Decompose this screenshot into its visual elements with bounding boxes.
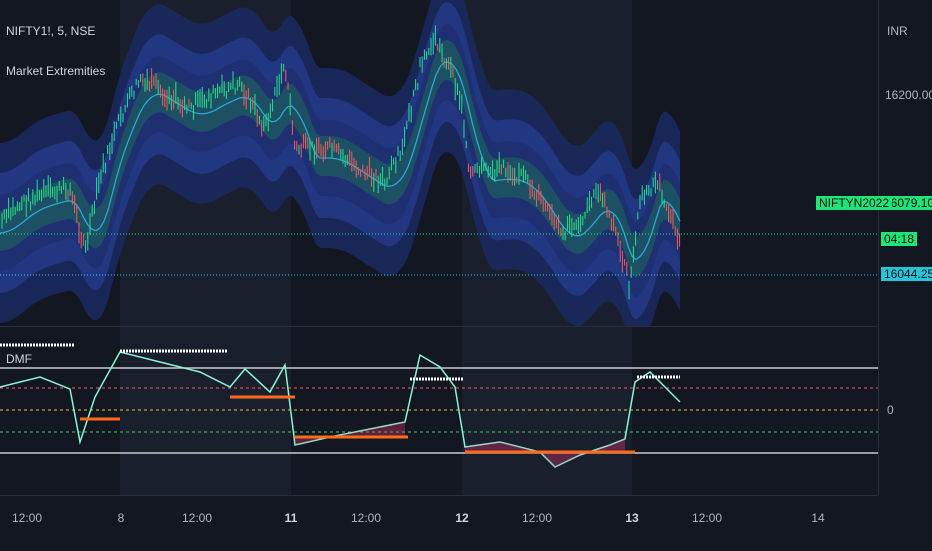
- indicator-legend[interactable]: Market Extremities: [6, 64, 106, 78]
- symbol-name-tag: NIFTYN2022: [816, 196, 893, 210]
- session-shade: [120, 327, 291, 495]
- time-tick: 13: [625, 511, 639, 525]
- time-tick: 12:00: [691, 511, 723, 525]
- dmf-zero-tick: 0: [887, 403, 894, 417]
- currency-label: INR: [887, 24, 908, 38]
- time-tick: 12:00: [11, 511, 43, 525]
- price-chart[interactable]: [0, 0, 878, 350]
- time-tick: 12: [455, 511, 469, 525]
- price-tick: 16200.00: [885, 88, 932, 102]
- dmf-pane[interactable]: DMF: [0, 327, 878, 495]
- countdown-tag: 04:18: [881, 232, 918, 246]
- moving-average-line: [0, 61, 681, 261]
- level-price-tag: 16044.25: [881, 267, 932, 281]
- time-tick: 14: [811, 511, 825, 525]
- dmf-negative-fill: [295, 422, 405, 445]
- pane-separator[interactable]: [0, 326, 878, 327]
- time-tick: 12:00: [181, 511, 213, 525]
- dmf-chart[interactable]: [0, 327, 878, 495]
- time-axis[interactable]: [0, 495, 878, 551]
- dmf-line: [0, 351, 681, 468]
- time-tick: 11: [284, 511, 298, 525]
- symbol-legend[interactable]: NIFTY1!, 5, NSE: [6, 24, 96, 38]
- time-tick: 8: [117, 511, 125, 525]
- time-tick: 12:00: [350, 511, 382, 525]
- price-axis[interactable]: INR 16200.00 0 16079.10 04:18 16044.25: [878, 0, 932, 495]
- dmf-legend[interactable]: DMF: [6, 352, 32, 366]
- time-tick: 12:00: [521, 511, 553, 525]
- main-chart-pane[interactable]: NIFTY1!, 5, NSE Market Extremities: [0, 0, 878, 350]
- last-price-tag: 16079.10: [881, 196, 932, 210]
- session-shade: [462, 327, 632, 495]
